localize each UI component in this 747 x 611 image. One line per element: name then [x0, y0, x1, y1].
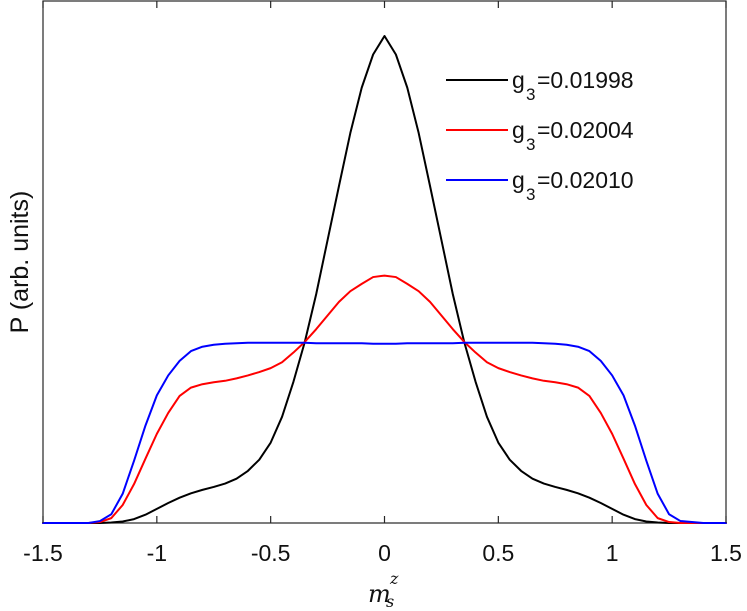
x-axis: -1.5 -1 -0.5 0 0.5 1 1.5	[23, 1, 742, 566]
legend-label-main: g	[512, 67, 525, 93]
series-line-2	[42, 274, 727, 524]
legend-label-value: =0.02004	[537, 117, 634, 143]
legend-label-subscript: 3	[526, 185, 535, 204]
series-line-3	[42, 341, 727, 524]
legend-label-value: =0.01998	[537, 67, 634, 93]
x-axis-title-subscript: s	[386, 592, 394, 611]
legend-label-subscript: 3	[526, 135, 535, 154]
y-axis-title: P (arb. units)	[6, 191, 34, 334]
x-tick-label: -0.5	[251, 540, 291, 566]
x-tick-label: 1	[606, 540, 619, 566]
x-tick-label: 1.5	[710, 540, 742, 566]
legend-label-subscript: 3	[526, 85, 535, 104]
legend-label-value: =0.02010	[537, 167, 634, 193]
x-tick-label: 0.5	[482, 540, 514, 566]
x-tick-label: 0	[378, 540, 391, 566]
x-tick-label: -1.5	[23, 540, 63, 566]
x-axis-title-superscript: z	[389, 569, 399, 588]
x-tick-label: -1	[147, 540, 167, 566]
series-line-1	[42, 35, 727, 524]
legend-label-main: g	[512, 167, 525, 193]
x-axis-title: m s z	[368, 569, 399, 611]
legend-entry-3: g3=0.02010	[446, 167, 634, 204]
legend-entry-2: g3=0.02004	[446, 117, 634, 154]
legend-entry-1: g3=0.01998	[446, 67, 634, 104]
series-layer	[42, 35, 727, 524]
legend-label-main: g	[512, 117, 525, 143]
x-axis-title-main: m	[368, 580, 391, 608]
